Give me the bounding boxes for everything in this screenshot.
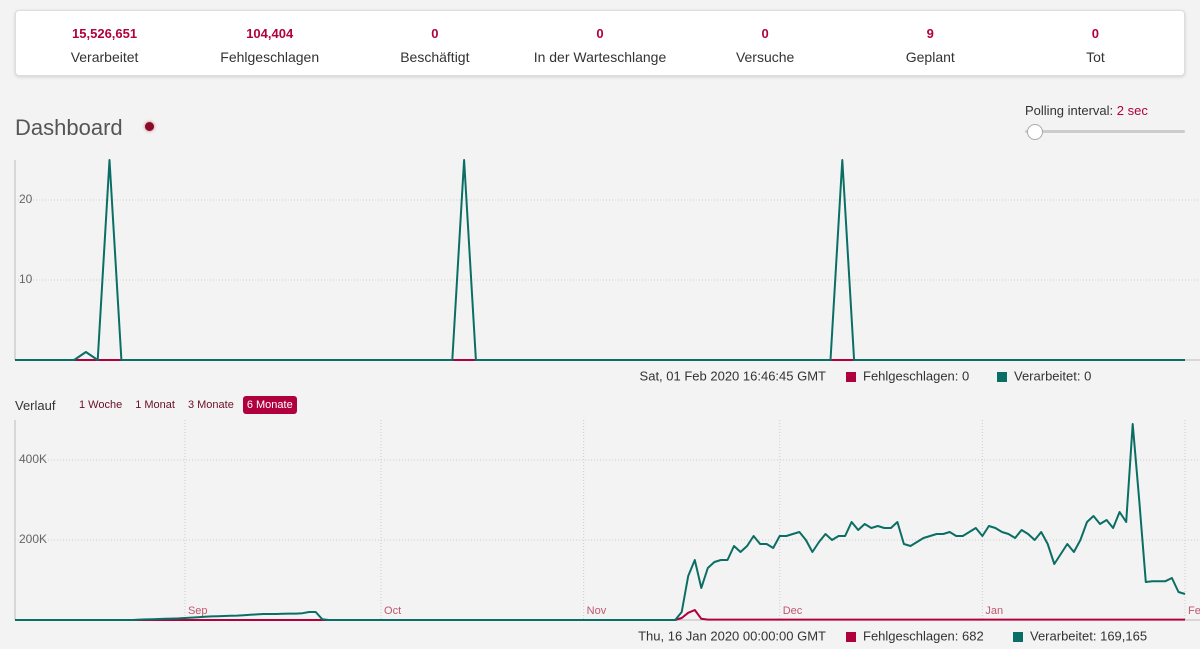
range-button[interactable]: 3 Monate: [187, 399, 234, 411]
legend-date: Thu, 16 Jan 2020 00:00:00 GMT: [638, 628, 826, 643]
range-buttons: 1 Woche 1 Monat 3 Monate 6 Monate: [75, 396, 297, 414]
stat-label: In der Warteschlange: [533, 49, 667, 65]
y-tick-label: 400K: [19, 452, 47, 466]
slider-knob[interactable]: [1027, 124, 1043, 140]
stat-value: 104,404: [246, 26, 294, 41]
stats-bar: 15,526,651 Verarbeitet 104,404 Fehlgeschlag…: [15, 10, 1185, 76]
series-line: [15, 159, 1185, 361]
legend-item: Fehlgeschlagen: 682: [863, 628, 984, 643]
legend-swatch: [846, 372, 856, 382]
x-tick-label: Dec: [783, 605, 803, 617]
range-button[interactable]: 1 Monat: [135, 399, 175, 411]
y-tick-label: 200K: [19, 532, 47, 546]
stat-value: 0: [596, 26, 604, 41]
legend-swatch: [997, 372, 1007, 382]
range-button[interactable]: 6 Monate: [242, 396, 297, 414]
y-tick-label: 20: [19, 192, 33, 206]
stat[interactable]: 104,404 Fehlgeschlagen: [187, 11, 352, 75]
stat-value: 15,526,651: [72, 26, 138, 41]
stat-value: 9: [926, 26, 934, 41]
slider-track[interactable]: [1025, 130, 1185, 133]
legend-swatch: [1013, 632, 1023, 642]
legend-item: Verarbeitet: 169,165: [1030, 628, 1147, 643]
stat-label: Beschäftigt: [400, 49, 470, 65]
x-tick-label: Sep: [188, 605, 208, 617]
history-title: Verlauf: [15, 398, 56, 413]
polling-label: Polling interval:: [1025, 103, 1114, 118]
stat[interactable]: 0 In der Warteschlange: [517, 11, 682, 75]
stat-value: 0: [431, 26, 439, 41]
stat-value: 0: [1091, 26, 1100, 41]
realtime-chart: 10 20 Sat, 01 Feb 2020 16:46:45 GMT Fehlges…: [14, 159, 1200, 383]
y-tick-label: 10: [19, 272, 33, 286]
stat[interactable]: 0 Beschäftigt: [352, 11, 517, 75]
stat-value: 0: [761, 26, 769, 41]
stat-label: Verarbeitet: [70, 49, 139, 65]
legend-swatch: [846, 632, 856, 642]
status-dot: [145, 122, 154, 131]
history-chart: 200K 400K Sep Oct Nov Dec Jan Fe Thu, 16 Jan 202…: [14, 420, 1200, 643]
dashboard-title: Dashboard: [15, 115, 123, 140]
series-line: [15, 423, 1186, 621]
stat-label: Versuche: [735, 49, 795, 65]
polling: Polling interval: 2 sec: [1025, 103, 1148, 118]
stat[interactable]: 0 Tot: [1013, 11, 1178, 75]
x-tick-label: Nov: [587, 605, 607, 617]
legend-date: Sat, 01 Feb 2020 16:46:45 GMT: [640, 368, 827, 383]
stat-label: Geplant: [905, 49, 955, 65]
x-tick-label: Oct: [384, 605, 401, 617]
stat-label: Tot: [1086, 49, 1105, 65]
polling-value: 2 sec: [1116, 103, 1148, 118]
x-tick-label: Fe: [1188, 605, 1200, 617]
stat-label: Fehlgeschlagen: [220, 49, 320, 65]
legend-item: Fehlgeschlagen: 0: [863, 368, 969, 383]
x-tick-label: Jan: [985, 605, 1003, 617]
legend-item: Verarbeitet: 0: [1014, 368, 1091, 383]
stat[interactable]: 0 Versuche: [683, 11, 848, 75]
stat[interactable]: 9 Geplant: [848, 11, 1013, 75]
stat[interactable]: 15,526,651 Verarbeitet: [22, 11, 187, 75]
range-button[interactable]: 1 Woche: [79, 399, 123, 411]
